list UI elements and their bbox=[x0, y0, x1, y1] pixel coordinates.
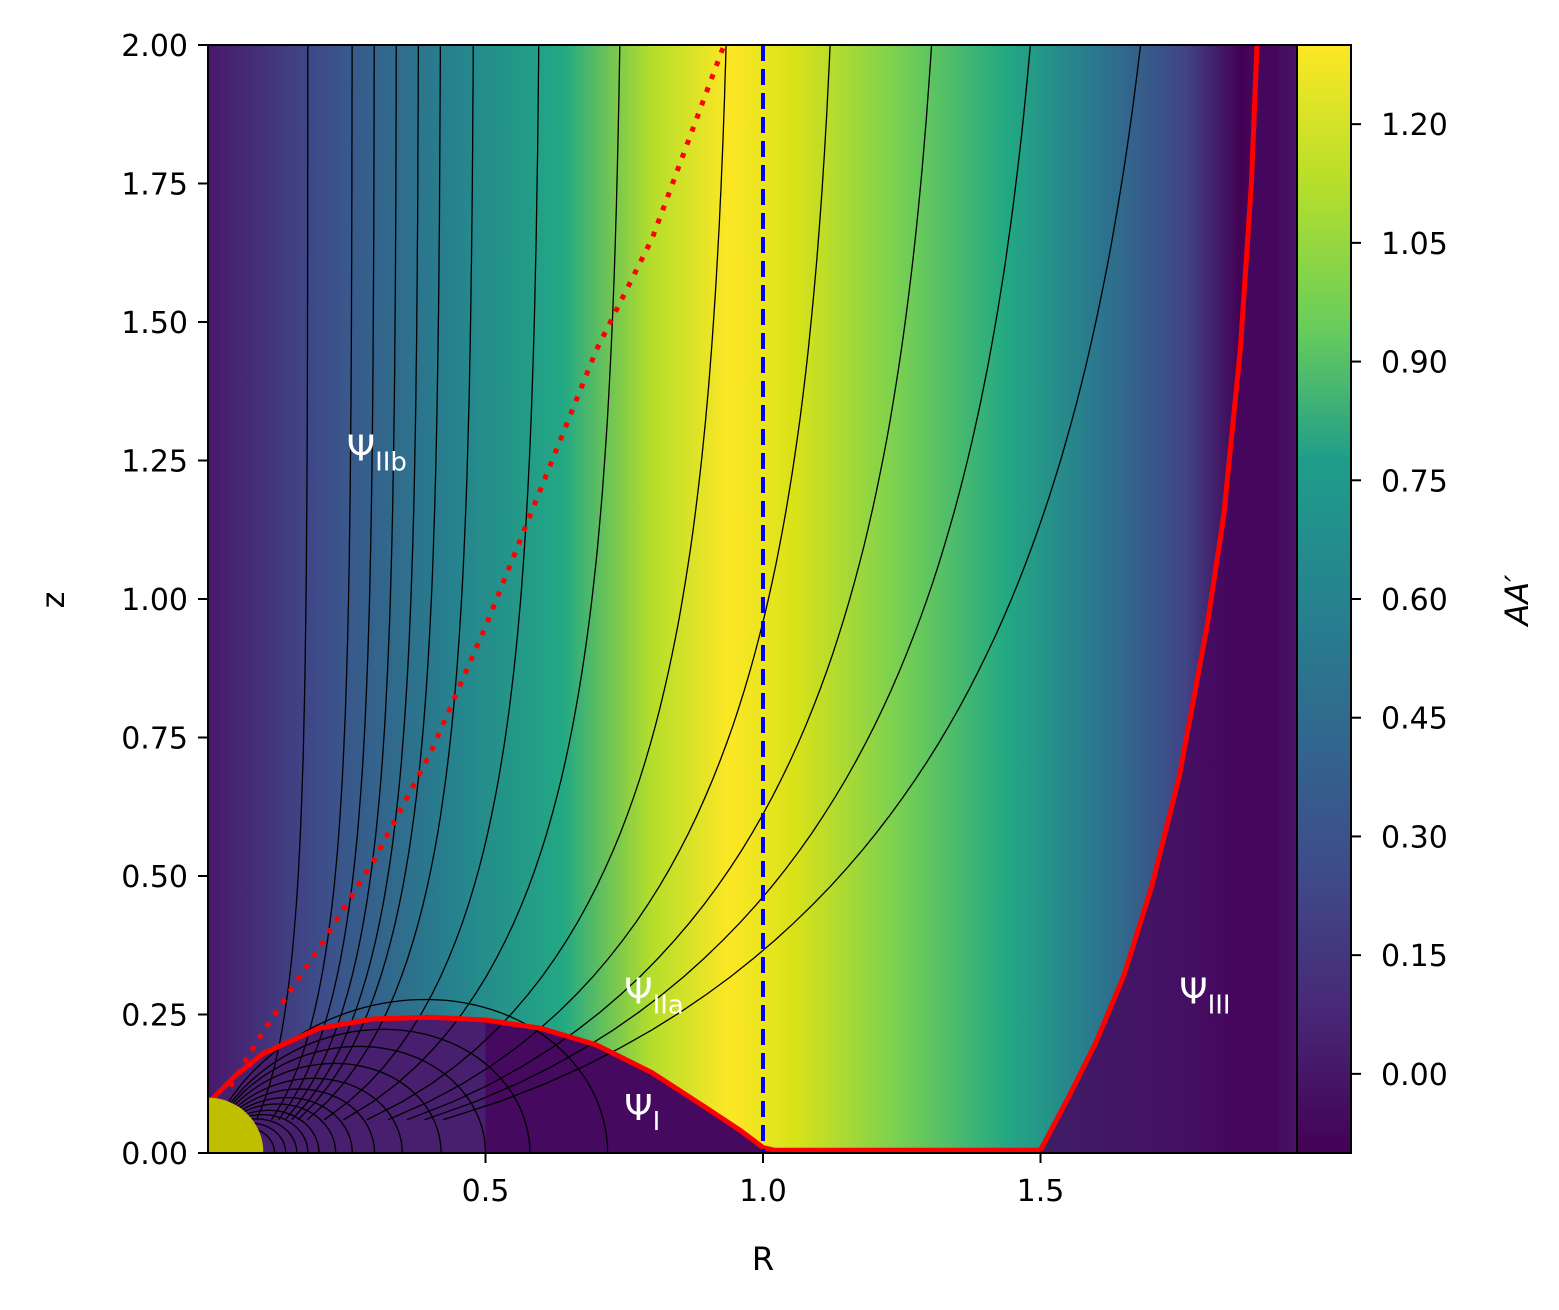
open-field-lines bbox=[255, 45, 1142, 1121]
closed-field-line-11 bbox=[218, 1045, 487, 1153]
closed-field-line-13 bbox=[223, 998, 609, 1153]
colorbar: 0.00 0.15 0.30 0.45 0.60 0.75 0.90 1.05 1.20 AA′ bbox=[1296, 44, 1536, 1154]
colorbar-tick-label-3: 0.45 bbox=[1381, 702, 1448, 737]
y-tick-label-6: 1.50 bbox=[121, 306, 188, 341]
region-label-symbol: Ψ bbox=[347, 429, 375, 470]
y-axis-label: z bbox=[34, 592, 72, 609]
region-label-iib: ΨIIb bbox=[347, 429, 407, 478]
open-field-line-13 bbox=[443, 45, 1142, 1121]
region-label-subscript: I bbox=[653, 1107, 661, 1137]
x-tick-label-1: 1.0 bbox=[739, 1174, 787, 1209]
y-tick-label-0: 0.00 bbox=[121, 1137, 188, 1172]
open-field-line-1 bbox=[270, 45, 353, 1121]
colorbar-tick-label-5: 0.75 bbox=[1381, 464, 1448, 499]
colorbar-gradient bbox=[1296, 44, 1352, 1154]
region-label-symbol: Ψ bbox=[624, 971, 652, 1012]
colorbar-tick-label-6: 0.90 bbox=[1381, 346, 1448, 381]
open-field-line-3 bbox=[284, 45, 397, 1121]
open-field-line-2 bbox=[277, 45, 375, 1121]
y-tick-label-1: 0.25 bbox=[121, 999, 188, 1034]
region-label-iii: ΨIII bbox=[1179, 971, 1230, 1020]
y-tick-label-3: 0.75 bbox=[121, 722, 188, 757]
y-tick-label-2: 0.50 bbox=[121, 860, 188, 895]
open-field-line-0 bbox=[255, 45, 309, 1121]
open-field-line-11 bbox=[406, 45, 933, 1121]
region-label-i: ΨI bbox=[624, 1088, 660, 1137]
region-label-symbol: Ψ bbox=[624, 1088, 652, 1129]
region-label-symbol: Ψ bbox=[1179, 971, 1207, 1012]
star-quarter-disk bbox=[208, 1097, 264, 1153]
region-label-subscript: IIb bbox=[375, 448, 407, 478]
x-tick-label-2: 1.5 bbox=[1017, 1174, 1065, 1209]
separatrix-open-branch bbox=[1038, 45, 1260, 1152]
open-field-line-5 bbox=[297, 45, 441, 1121]
open-field-line-6 bbox=[306, 45, 474, 1121]
colorbar-tick-label-4: 0.60 bbox=[1381, 583, 1448, 618]
closed-field-line-10 bbox=[216, 1062, 442, 1153]
open-field-line-8 bbox=[343, 45, 621, 1121]
y-tick-label-4: 1.00 bbox=[121, 583, 188, 618]
open-field-line-12 bbox=[424, 45, 1032, 1121]
x-axis-ticks: 0.5 1.0 1.5 bbox=[462, 1153, 1065, 1209]
colorbar-tick-label-1: 0.15 bbox=[1381, 939, 1448, 974]
colorbar-label: AA′ bbox=[1498, 574, 1536, 628]
region-label-iia: ΨIIa bbox=[624, 971, 684, 1020]
colorbar-tick-label-2: 0.30 bbox=[1381, 820, 1448, 855]
open-field-line-9 bbox=[366, 45, 727, 1121]
x-tick-label-0: 0.5 bbox=[462, 1174, 510, 1209]
open-field-line-4 bbox=[291, 45, 419, 1121]
region-label-subscript: III bbox=[1208, 990, 1231, 1020]
closed-field-line-12 bbox=[220, 1028, 531, 1153]
plot-area bbox=[208, 45, 1318, 1153]
region-label-subscript: IIa bbox=[653, 990, 684, 1020]
colorbar-ticks: 0.00 0.15 0.30 0.45 0.60 0.75 0.90 1.05 1.20 bbox=[1351, 108, 1448, 1093]
open-field-line-7 bbox=[323, 45, 540, 1121]
separatrix-closed-branch bbox=[208, 1014, 1041, 1153]
colorbar-tick-label-8: 1.20 bbox=[1381, 108, 1448, 143]
open-field-line-10 bbox=[387, 45, 831, 1121]
y-tick-label-5: 1.25 bbox=[121, 445, 188, 480]
low-field-region bbox=[485, 45, 1280, 1153]
colorbar-tick-label-0: 0.00 bbox=[1381, 1058, 1448, 1093]
y-tick-label-7: 1.75 bbox=[121, 168, 188, 203]
y-tick-label-8: 2.00 bbox=[121, 29, 188, 64]
y-axis-ticks: 0.00 0.25 0.50 0.75 1.00 1.25 1.50 1.75 2.00 bbox=[121, 29, 208, 1172]
x-axis-label: R bbox=[752, 1240, 774, 1278]
colorbar-tick-label-7: 1.05 bbox=[1381, 227, 1448, 262]
